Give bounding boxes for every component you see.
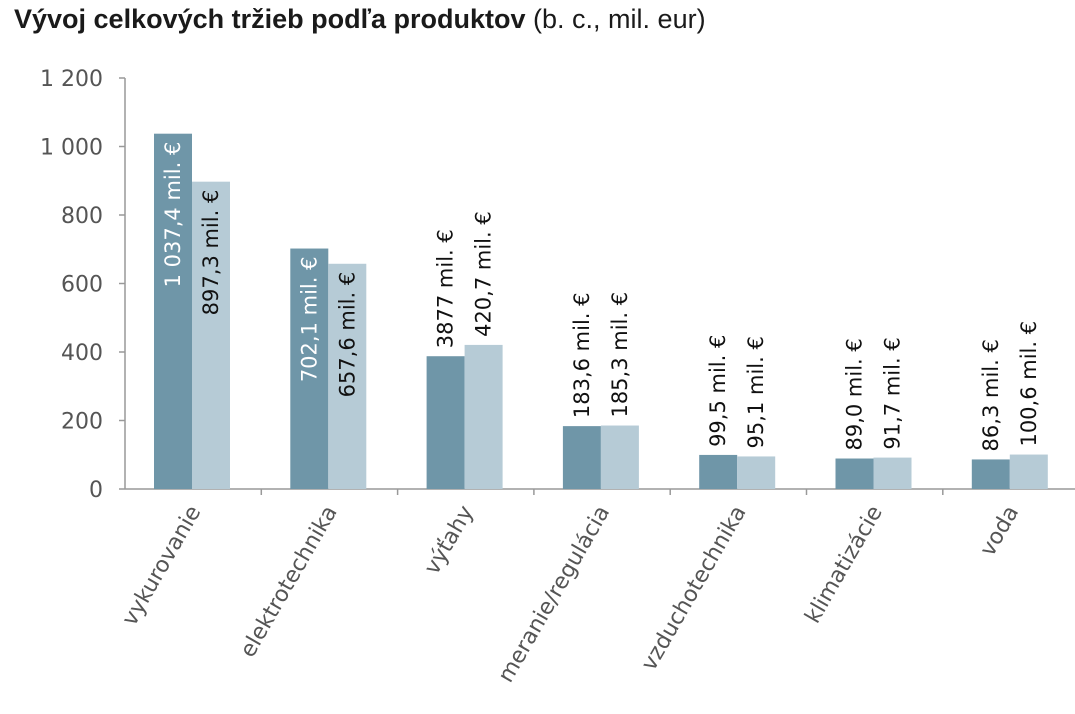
category-label: výťahy (420, 502, 479, 580)
data-label: 420,7 mil. € (472, 211, 496, 337)
bar-series1 (835, 458, 874, 489)
data-label: 183,6 mil. € (570, 292, 594, 418)
data-label: 897,3 mil. € (199, 190, 223, 316)
bar-series2 (873, 457, 912, 489)
category-label: voda (976, 501, 1025, 560)
data-label: 91,7 mil. € (881, 337, 905, 449)
data-label: 185,3 mil. € (608, 292, 632, 418)
bar-series1 (562, 426, 601, 489)
data-label: 99,5 mil. € (706, 335, 730, 447)
data-label: 3877 mil. € (434, 229, 458, 348)
data-label: 86,3 mil. € (979, 339, 1003, 451)
category-label: klimatizácie (801, 502, 888, 628)
y-tick-label: 200 (61, 410, 103, 435)
bar-series1 (971, 459, 1010, 489)
bar-series2 (464, 344, 503, 489)
data-label: 89,0 mil. € (843, 338, 867, 450)
chart-title-main: Vývoj celkových tržieb podľa produktov (14, 4, 526, 34)
y-tick-label: 1 200 (40, 67, 103, 92)
bar-series2 (1009, 454, 1048, 489)
bar-series2 (328, 263, 367, 489)
data-label: 100,6 mil. € (1017, 321, 1041, 447)
data-label: 1 037,4 mil. € (161, 142, 185, 288)
bar-series1 (154, 133, 192, 490)
y-tick-label: 600 (61, 273, 103, 298)
bar-series2 (737, 456, 776, 489)
data-label: 95,1 mil. € (744, 336, 768, 448)
y-tick-label: 800 (61, 204, 103, 229)
bar-series2 (192, 181, 230, 489)
chart-title: Vývoj celkových tržieb podľa produktov (… (14, 4, 706, 35)
bar-series1 (290, 248, 329, 489)
category-label: elektrotechnika (236, 502, 343, 662)
category-label: vykurovanie (118, 502, 207, 631)
y-tick-label: 1 000 (40, 136, 103, 161)
category-label: vzduchotechnika (637, 502, 752, 676)
data-label: 702,1 mil. € (297, 257, 321, 383)
bar-series2 (600, 425, 639, 489)
y-tick-label: 0 (89, 478, 103, 503)
bar-series1 (426, 356, 465, 489)
bar-series1 (699, 454, 738, 489)
data-label: 657,6 mil. € (335, 272, 359, 398)
chart-title-sub: (b. c., mil. eur) (533, 4, 706, 34)
category-label: meranie/regulácia (494, 502, 616, 688)
y-tick-label: 400 (61, 341, 103, 366)
